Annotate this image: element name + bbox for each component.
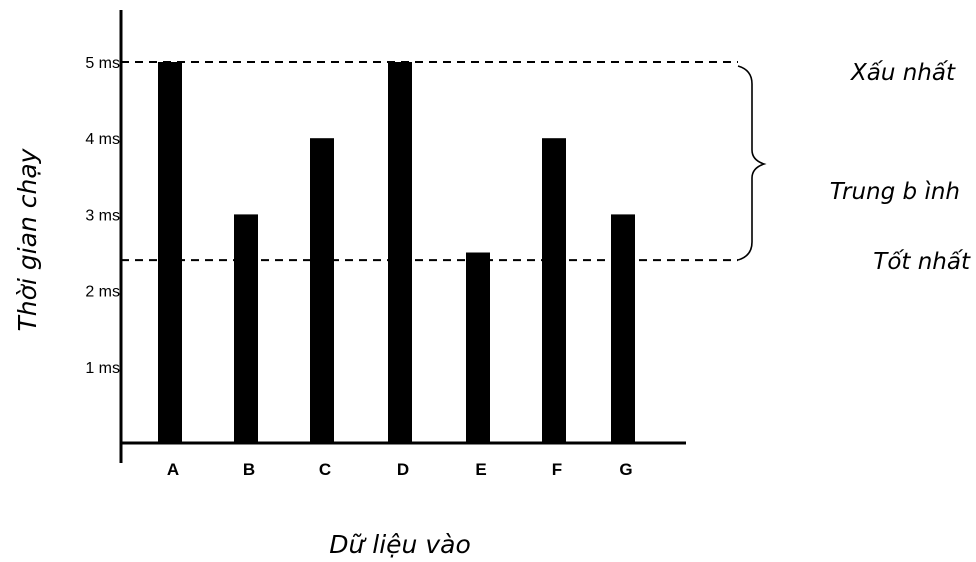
- bar-B: [234, 214, 258, 443]
- y-tick-label: 2 ms: [85, 284, 120, 301]
- x-tick-label: D: [397, 460, 409, 479]
- bar-A: [158, 62, 182, 443]
- x-tick-label: B: [243, 460, 255, 479]
- x-tick-label: E: [475, 460, 486, 479]
- x-axis-title: Dữ liệu vào: [329, 530, 471, 559]
- average-case-label: Trung b ình: [830, 179, 960, 205]
- x-tick-label: A: [167, 460, 179, 479]
- x-tick-label: G: [619, 460, 632, 479]
- y-tick-label: 5 ms: [85, 55, 120, 72]
- range-brace: [737, 65, 767, 261]
- x-tick-label: C: [319, 460, 331, 479]
- worst-case-label: Xấu nhất: [850, 60, 956, 86]
- y-tick-label: 3 ms: [85, 207, 120, 224]
- x-tick-label: F: [552, 460, 562, 479]
- bar-E: [466, 252, 490, 443]
- y-axis-title: Thời gian chạy: [13, 147, 42, 331]
- bar-C: [310, 138, 334, 443]
- y-tick-label: 1 ms: [85, 360, 120, 377]
- best-case-label: Tốt nhất: [873, 249, 971, 275]
- bar-G: [611, 214, 635, 443]
- bar-D: [388, 62, 412, 443]
- y-tick-label: 4 ms: [85, 131, 120, 148]
- bar-F: [542, 138, 566, 443]
